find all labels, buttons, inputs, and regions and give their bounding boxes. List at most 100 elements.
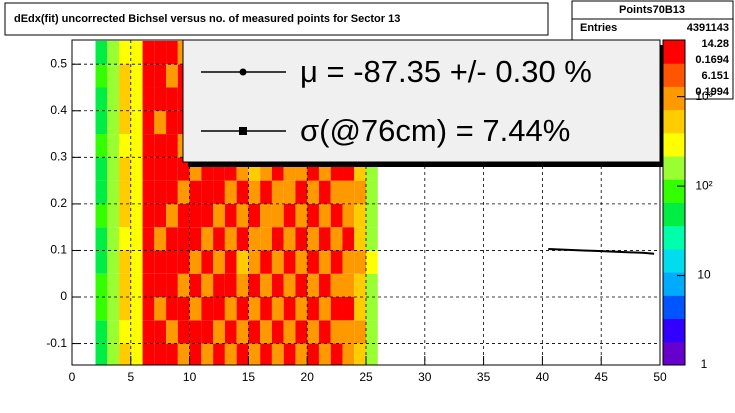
colorbar-band bbox=[663, 40, 685, 64]
heatmap-cell bbox=[189, 297, 202, 321]
colorbar-band bbox=[663, 341, 685, 366]
heatmap-cell bbox=[142, 343, 155, 365]
heatmap-cell bbox=[166, 297, 178, 321]
heatmap-cell bbox=[142, 134, 155, 158]
heatmap-cell bbox=[354, 157, 366, 181]
heatmap-cell bbox=[366, 273, 378, 298]
heatmap-cell bbox=[318, 343, 331, 365]
colorbar-band bbox=[663, 295, 685, 320]
heatmap-cell bbox=[107, 203, 120, 228]
heatmap-cell bbox=[236, 343, 249, 365]
x-tick-label: 5 bbox=[127, 370, 134, 384]
heatmap-cell bbox=[95, 180, 108, 204]
legend-marker bbox=[239, 68, 247, 76]
heatmap-cell bbox=[318, 157, 331, 181]
heatmap-cell bbox=[130, 297, 143, 321]
heatmap-cell bbox=[130, 250, 143, 274]
heatmap-cell bbox=[248, 203, 261, 228]
y-tick-label: 0.3 bbox=[50, 150, 67, 164]
heatmap-cell bbox=[295, 297, 308, 321]
heatmap-cell bbox=[189, 320, 202, 344]
heatmap-cell bbox=[154, 64, 167, 88]
heatmap-cell bbox=[107, 87, 120, 111]
heatmap-cell bbox=[224, 203, 237, 228]
heatmap-cell bbox=[201, 227, 214, 251]
heatmap-cell bbox=[95, 297, 108, 321]
heatmap-cell bbox=[307, 343, 319, 365]
heatmap-cell bbox=[330, 320, 343, 344]
z-tick-label: 1 bbox=[701, 357, 708, 371]
colorbar-band bbox=[663, 248, 685, 273]
colorbar-band bbox=[663, 225, 685, 250]
heatmap-cell bbox=[166, 320, 178, 344]
y-tick-label: 0.2 bbox=[50, 196, 67, 210]
heatmap-cell bbox=[271, 343, 284, 365]
heatmap-cell bbox=[330, 180, 343, 204]
heatmap-cell bbox=[236, 320, 249, 344]
heatmap-cell bbox=[318, 273, 331, 298]
heatmap-cell bbox=[295, 250, 308, 274]
heatmap-cell bbox=[119, 273, 131, 298]
colorbar-band bbox=[663, 202, 685, 227]
heatmap-cell bbox=[177, 273, 190, 298]
heatmap-cell bbox=[307, 203, 319, 228]
heatmap-cell bbox=[224, 227, 237, 251]
heatmap-cell bbox=[201, 203, 214, 228]
heatmap-cell bbox=[154, 320, 167, 344]
y-tick-label: -0.1 bbox=[46, 336, 67, 350]
heatmap-cell bbox=[330, 203, 343, 228]
heatmap-cell bbox=[354, 273, 366, 298]
heatmap-cell bbox=[295, 227, 308, 251]
x-tick-label: 10 bbox=[183, 370, 197, 384]
heatmap-cell bbox=[307, 320, 319, 344]
heatmap-cell bbox=[295, 320, 308, 344]
heatmap-cell bbox=[154, 157, 167, 181]
heatmap-cell bbox=[342, 227, 355, 251]
heatmap-cell bbox=[330, 297, 343, 321]
heatmap-cell bbox=[107, 40, 120, 65]
heatmap-cell bbox=[95, 110, 108, 135]
heatmap-cell bbox=[201, 320, 214, 344]
heatmap-cell bbox=[95, 227, 108, 251]
heatmap-cell bbox=[142, 227, 155, 251]
heatmap-cell bbox=[107, 250, 120, 274]
heatmap-cell bbox=[307, 273, 319, 298]
heatmap-cell bbox=[342, 320, 355, 344]
heatmap-cell bbox=[248, 157, 261, 181]
stats-title: Points70B13 bbox=[619, 4, 685, 16]
heatmap-cell bbox=[177, 180, 190, 204]
heatmap-cell bbox=[95, 320, 108, 344]
heatmap-cell bbox=[283, 297, 296, 321]
heatmap-cell bbox=[271, 273, 284, 298]
heatmap-cell bbox=[166, 134, 178, 158]
x-tick-label: 0 bbox=[69, 370, 76, 384]
chart-title: dEdx(fit) uncorrected Bichsel versus no.… bbox=[14, 13, 400, 25]
heatmap-cell bbox=[119, 227, 131, 251]
stats-value: 0.1694 bbox=[695, 54, 730, 66]
heatmap-cell bbox=[107, 64, 120, 88]
heatmap-cell bbox=[354, 250, 366, 274]
heatmap-cell bbox=[236, 250, 249, 274]
heatmap-cell bbox=[295, 203, 308, 228]
heatmap-cell bbox=[307, 180, 319, 204]
heatmap-cell bbox=[166, 343, 178, 365]
heatmap-cell bbox=[177, 343, 190, 365]
heatmap-cell bbox=[201, 180, 214, 204]
heatmap-cell bbox=[307, 157, 319, 181]
heatmap-cell bbox=[201, 273, 214, 298]
heatmap-cell bbox=[142, 250, 155, 274]
heatmap-cell bbox=[119, 203, 131, 228]
heatmap-cell bbox=[260, 180, 272, 204]
heatmap-cell bbox=[366, 320, 378, 344]
heatmap-cell bbox=[142, 273, 155, 298]
heatmap-cell bbox=[177, 320, 190, 344]
heatmap-cell bbox=[95, 134, 108, 158]
heatmap-cell bbox=[119, 134, 131, 158]
heatmap-cell bbox=[283, 343, 296, 365]
colorbar-frame bbox=[662, 39, 686, 366]
heatmap-cell bbox=[95, 157, 108, 181]
stats-value: 4391143 bbox=[687, 22, 729, 34]
heatmap-cell bbox=[177, 227, 190, 251]
heatmap-cell bbox=[248, 343, 261, 365]
